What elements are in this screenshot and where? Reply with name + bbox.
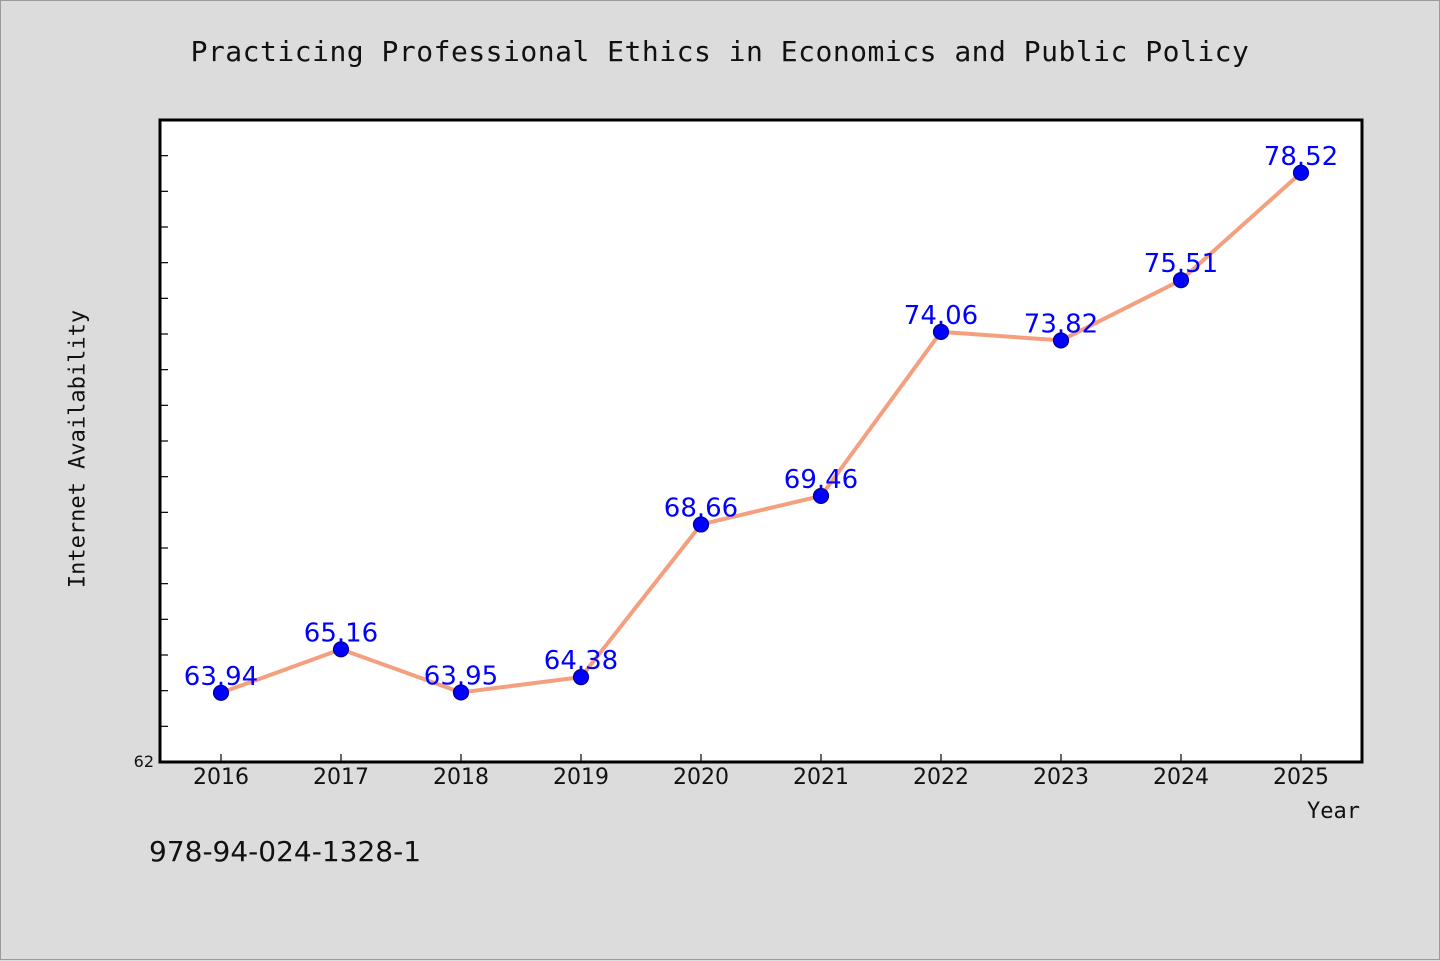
data-label: 75.51 <box>1144 249 1218 279</box>
series-group: 63.94 65.16 63.95 64.38 68.66 69.46 74.06 73.82… <box>184 142 1338 701</box>
chart-title: Practicing Professional Ethics in Econom… <box>190 35 1250 68</box>
data-label: 63.94 <box>184 662 258 692</box>
x-axis-ticks: 2016 2017 2018 2019 2020 2021 2022 2023 2024 2025 <box>193 754 1329 790</box>
x-tick-label: 2025 <box>1273 765 1329 790</box>
data-label: 63.95 <box>424 661 498 691</box>
x-tick-label: 2023 <box>1033 765 1089 790</box>
x-axis-label: Year <box>1307 799 1360 824</box>
x-tick-label: 2020 <box>673 765 729 790</box>
data-point <box>1052 332 1070 349</box>
data-label: 64.38 <box>544 646 618 676</box>
x-tick-label: 2016 <box>193 765 249 790</box>
data-point <box>212 684 230 701</box>
data-point <box>1292 164 1310 181</box>
data-label: 68.66 <box>664 493 738 523</box>
x-tick-label: 2022 <box>913 765 969 790</box>
x-tick-label: 2018 <box>433 765 489 790</box>
y-axis-ticks: 62 <box>134 155 168 771</box>
data-label: 73.82 <box>1024 309 1098 339</box>
y-tick-label: 62 <box>134 752 154 771</box>
data-point <box>932 323 950 340</box>
x-tick-label: 2021 <box>793 765 849 790</box>
data-label: 65.16 <box>304 618 378 648</box>
plot-area <box>158 118 1364 764</box>
isbn-text: 978-94-024-1328-1 <box>149 835 422 868</box>
data-point <box>572 669 590 686</box>
data-point <box>1172 272 1190 289</box>
data-label: 78.52 <box>1264 142 1338 172</box>
data-point <box>332 641 350 658</box>
series-line <box>220 171 1303 695</box>
data-point <box>452 684 470 701</box>
data-point <box>812 487 830 505</box>
x-tick-label: 2017 <box>313 765 369 790</box>
data-label: 69.46 <box>784 465 858 495</box>
x-tick-label: 2024 <box>1153 765 1209 790</box>
data-label: 74.06 <box>904 301 978 331</box>
x-tick-label: 2019 <box>553 765 609 790</box>
data-point <box>692 516 710 533</box>
